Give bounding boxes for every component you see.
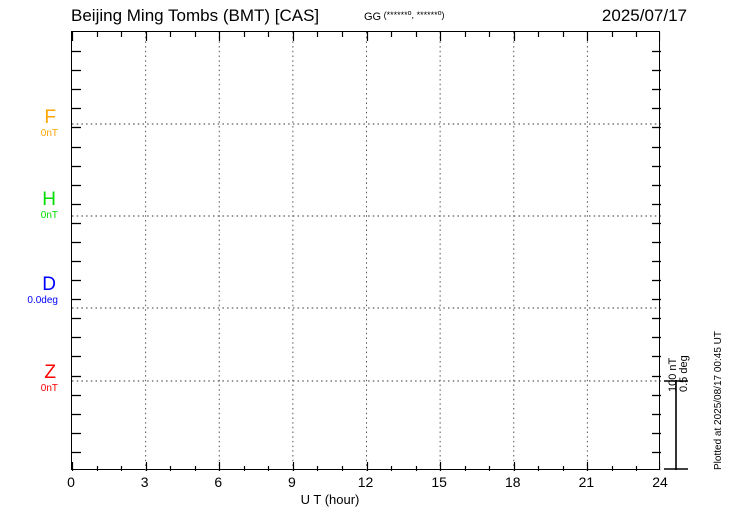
component-symbol-d: D	[42, 274, 56, 295]
component-label-d: D 0.0deg	[0, 275, 62, 306]
scale-bar-icon	[664, 380, 688, 470]
plotted-timestamp: Plotted at 2025/08/17 00:45 UT	[713, 331, 724, 470]
component-symbol-f: F	[44, 107, 56, 128]
component-label-h: H 0nT	[0, 190, 62, 221]
coordinates-value: (******o, ******o)	[381, 10, 445, 20]
component-label-z: Z 0nT	[0, 363, 62, 394]
x-tick-3: 3	[140, 474, 149, 490]
component-symbol-z: Z	[44, 362, 56, 383]
x-tick-21: 21	[578, 474, 595, 490]
agency-code: GG	[364, 11, 382, 23]
plot-area[interactable]	[71, 31, 661, 471]
page-title: Beijing Ming Tombs (BMT) [CAS]	[71, 6, 320, 25]
x-tick-15: 15	[431, 474, 447, 490]
scale-bar-label: 100 nT 0.5 deg	[667, 355, 690, 392]
left-axis-minor-ticks	[72, 50, 81, 454]
geographic-coordinates: GG (******o, ******o)	[364, 10, 444, 23]
vertical-gridlines	[145, 32, 588, 471]
scale-value-deg: 0.5 deg	[678, 355, 690, 392]
x-tick-24: 24	[652, 474, 668, 490]
observation-date: 2025/07/17	[601, 6, 687, 25]
component-baseline-f: 0nT	[40, 128, 58, 139]
plot-grid-svg	[72, 32, 661, 471]
top-axis-ticks	[72, 32, 661, 41]
x-axis-title: U T (hour)	[300, 492, 360, 507]
bottom-axis-ticks	[72, 462, 661, 471]
right-axis-minor-ticks	[652, 50, 661, 454]
x-tick-0: 0	[67, 474, 75, 490]
x-tick-6: 6	[214, 474, 223, 490]
x-tick-12: 12	[357, 474, 374, 490]
component-symbol-h: H	[42, 189, 56, 210]
component-baseline-h: 0nT	[40, 210, 58, 221]
component-baseline-z: 0nT	[40, 383, 58, 394]
component-label-f: F 0nT	[0, 108, 62, 139]
x-tick-18: 18	[504, 474, 521, 490]
component-baseline-d: 0.0deg	[27, 295, 58, 306]
x-tick-9: 9	[287, 474, 296, 490]
